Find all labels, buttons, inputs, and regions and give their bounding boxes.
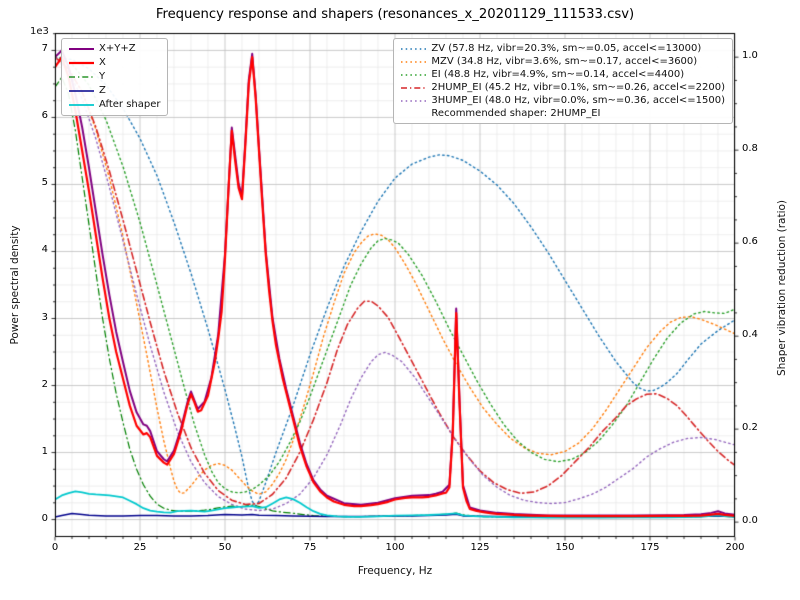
legend-line-swatch [69,90,94,92]
legend-label: ZV (57.8 Hz, vibr=20.3%, sm~=0.05, accel… [431,43,702,54]
chart-title: Frequency response and shapers (resonanc… [155,7,635,22]
legend-item: MZV (34.8 Hz, vibr=3.6%, sm~=0.17, accel… [401,56,725,67]
legend-label: EI (48.8 Hz, vibr=4.9%, sm~=0.14, accel<… [431,69,685,80]
legend-line-swatch [401,73,427,76]
y-axis-label-left: Power spectral density [9,225,21,345]
legend-line-swatch [401,60,427,63]
legend-line-swatch [69,48,94,50]
legend-label: 2HUMP_EI (45.2 Hz, vibr=0.1%, sm~=0.26, … [431,82,725,93]
legend-line-swatch [401,86,427,89]
y-left-tick-label: 2 [41,378,48,390]
legend-line-swatch [69,61,94,65]
x-tick-label: 50 [218,542,232,553]
x-tick-label: 100 [385,542,405,553]
legend-line-swatch [401,99,427,102]
legend-item: X [69,57,160,69]
legend-item: ZV (57.8 Hz, vibr=20.3%, sm~=0.05, accel… [401,43,725,54]
y-left-tick-label: 5 [41,177,48,189]
legend-label: Z [99,85,106,96]
y-left-tick-label: 1 [41,445,48,457]
legend-item: X+Y+Z [69,43,160,55]
legend-item: EI (48.8 Hz, vibr=4.9%, sm~=0.14, accel<… [401,69,725,80]
legend-label: X [99,57,106,68]
x-tick-label: 0 [51,542,59,553]
legend-label: Y [99,71,106,82]
legend-item: 2HUMP_EI (45.2 Hz, vibr=0.1%, sm~=0.26, … [401,82,725,93]
y-axis-label-right: Shaper vibration reduction (ratio) [776,199,788,377]
x-tick-label: 25 [133,542,147,553]
legend-item: Y [69,71,160,83]
y-left-tick-label: 0 [41,512,48,524]
y-left-tick-label: 7 [41,43,48,55]
x-tick-label: 75 [303,542,317,553]
legend-shapers: ZV (57.8 Hz, vibr=20.3%, sm~=0.05, accel… [393,38,733,124]
legend-item: 3HUMP_EI (48.0 Hz, vibr=0.0%, sm~=0.36, … [401,95,725,106]
legend-line-swatch [69,76,94,78]
y-right-tick-label: 0.0 [742,515,758,527]
y-right-tick-label: 1.0 [742,50,758,62]
legend-recommended-note: Recommended shaper: 2HUMP_EI [431,108,601,119]
x-tick-label: 200 [725,542,745,553]
y-right-tick-label: 0.8 [742,143,758,155]
y-left-tick-label: 6 [41,110,48,122]
y-axis-offset-text: 1e3 [30,26,49,37]
y-left-tick-label: 3 [41,311,48,323]
x-tick-label: 125 [470,542,490,553]
legend-item: After shaper [69,99,160,111]
legend-label: 3HUMP_EI (48.0 Hz, vibr=0.0%, sm~=0.36, … [431,95,725,106]
y-right-tick-label: 0.4 [742,329,758,341]
x-axis-label: Frequency, Hz [357,565,433,577]
y-left-tick-label: 4 [41,244,48,256]
legend-label: X+Y+Z [99,43,136,54]
legend-label: After shaper [99,99,161,110]
legend-line-swatch [401,47,427,50]
legend-label: MZV (34.8 Hz, vibr=3.6%, sm~=0.17, accel… [431,56,698,67]
x-tick-label: 175 [640,542,660,553]
x-tick-label: 150 [555,542,575,553]
legend-item: Z [69,85,160,97]
legend-psd: X+Y+Z X Y Z After shaper [61,38,169,116]
y-right-tick-label: 0.6 [742,236,758,248]
y-right-tick-label: 0.2 [742,422,758,434]
legend-line-swatch [69,104,94,106]
